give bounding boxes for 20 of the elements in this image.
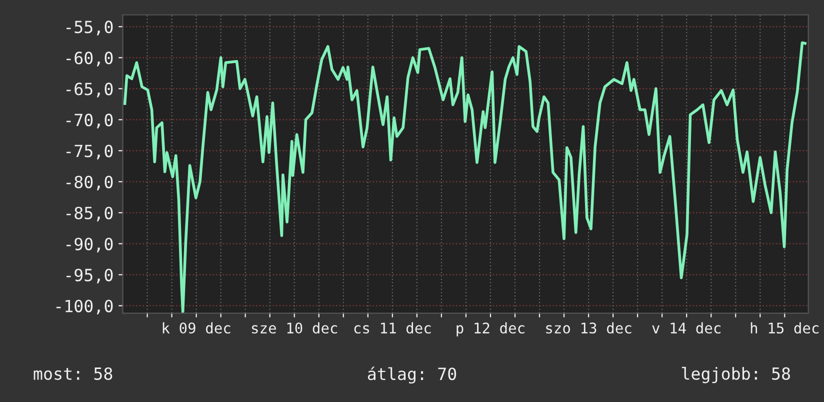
y-tick-label: -85,0 — [66, 206, 113, 222]
y-tick-label: -60,0 — [66, 52, 113, 66]
y-tick-label: -70,0 — [66, 114, 113, 128]
y-tick-label: -75,0 — [66, 144, 113, 160]
x-tick-label: szo 13 dec — [546, 322, 632, 334]
x-tick-label: cs 11 dec — [354, 322, 431, 334]
x-tick-label: sze 10 dec — [252, 322, 338, 334]
x-tick-label: k 09 dec — [162, 322, 230, 334]
y-tick-label: -80,0 — [66, 176, 113, 190]
x-tick-label: p 12 dec — [456, 322, 524, 336]
text: most: 58 — [34, 367, 112, 380]
text: legjobb: 58 — [682, 366, 790, 384]
y-tick-label: -55,0 — [66, 20, 113, 36]
x-tick-label: h 15 dec — [750, 322, 819, 334]
y-tick-label: -90,0 — [66, 238, 113, 252]
y-tick-label: -100,0 — [56, 300, 113, 314]
y-tick-label: -65,0 — [66, 82, 113, 98]
text: átlag: 70 — [368, 366, 456, 384]
x-tick-label: v 14 dec — [652, 322, 720, 334]
y-tick-label: -95,0 — [66, 268, 113, 284]
